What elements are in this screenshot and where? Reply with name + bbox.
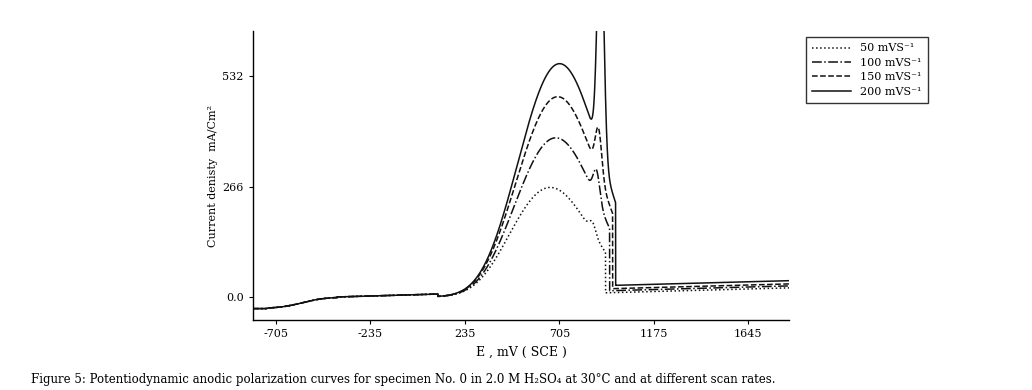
X-axis label: E , mV ( SCE ): E , mV ( SCE ) <box>476 346 567 359</box>
Legend: 50 mVS⁻¹, 100 mVS⁻¹, 150 mVS⁻¹, 200 mVS⁻¹: 50 mVS⁻¹, 100 mVS⁻¹, 150 mVS⁻¹, 200 mVS⁻… <box>806 37 928 103</box>
Y-axis label: Current denisty  mA/Cm²: Current denisty mA/Cm² <box>208 105 219 246</box>
Text: Figure 5: Potentiodynamic anodic polarization curves for specimen No. 0 in 2.0 M: Figure 5: Potentiodynamic anodic polariz… <box>31 373 775 386</box>
